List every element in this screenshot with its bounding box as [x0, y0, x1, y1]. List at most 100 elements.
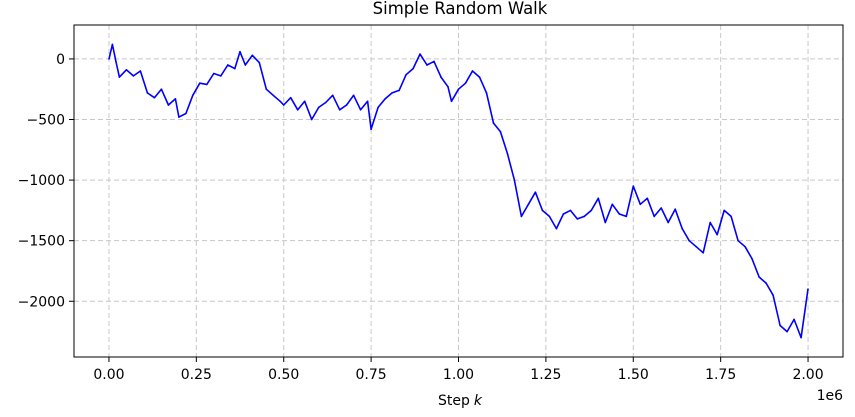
y-tick-label: 0 — [56, 52, 65, 68]
x-tick-label: 1.50 — [618, 367, 649, 383]
random-walk-point — [667, 221, 669, 224]
random-walk-point — [296, 109, 299, 111]
random-walk-point — [125, 69, 128, 71]
random-walk-point — [772, 294, 774, 297]
x-axis-offset-text: 1e6 — [817, 388, 844, 404]
random-walk-point — [471, 70, 474, 72]
random-walk-point — [716, 233, 718, 236]
random-walk-point — [132, 75, 135, 77]
random-walk-point — [709, 221, 711, 224]
random-walk-point — [384, 98, 386, 100]
random-walk-point — [534, 191, 537, 193]
random-walk-point — [646, 197, 649, 200]
random-walk-point — [352, 94, 355, 97]
random-walk-point — [737, 239, 739, 242]
random-walk-point — [464, 82, 467, 84]
random-walk-point — [786, 330, 788, 333]
random-walk-point — [590, 209, 593, 212]
random-walk-point — [279, 100, 282, 103]
random-walk-point — [185, 112, 187, 115]
y-axis-ticks: 0 −500 −1000 −1500 −2000 — [18, 52, 74, 310]
random-walk-point — [562, 213, 565, 215]
random-walk-point — [239, 50, 241, 53]
random-walk-point — [234, 67, 236, 70]
random-walk-point — [513, 179, 516, 181]
random-walk-point — [178, 116, 180, 118]
random-walk-point — [324, 101, 327, 104]
random-walk-point — [213, 72, 215, 75]
random-walk-point — [632, 185, 635, 187]
random-walk-point — [681, 227, 683, 230]
random-walk-point — [426, 64, 428, 66]
random-walk-point — [419, 53, 421, 55]
random-walk-point — [258, 61, 261, 64]
random-walk-point — [478, 76, 481, 78]
random-walk-point — [800, 336, 802, 339]
x-tick-label: 0.25 — [181, 367, 212, 383]
random-walk-point — [730, 215, 732, 218]
random-walk-point — [506, 152, 509, 155]
random-walk-point — [433, 60, 435, 63]
random-walk-point — [115, 60, 117, 63]
x-axis-label-text: Step — [438, 393, 470, 409]
y-tick-label: −1500 — [18, 234, 65, 250]
x-tick-label: 0.75 — [356, 367, 387, 383]
random-walk-point — [317, 106, 320, 109]
chart-title: Simple Random Walk — [373, 0, 548, 18]
random-walk-point — [618, 213, 621, 215]
x-tick-label: 0.50 — [268, 367, 299, 383]
x-axis-ticks: 0.00 0.25 0.50 0.75 1.00 1.25 1.50 1.75 2.00 — [93, 357, 824, 383]
x-tick-label: 1.75 — [705, 367, 736, 383]
y-tick-label: −2000 — [18, 294, 65, 310]
random-walk-point — [447, 86, 449, 88]
random-walk-point — [167, 104, 170, 106]
random-walk-point — [604, 221, 607, 224]
random-walk-point — [450, 100, 453, 103]
random-walk-point — [611, 203, 614, 206]
random-walk-point — [639, 203, 642, 206]
random-walk-point — [359, 109, 362, 111]
random-walk-point — [660, 207, 662, 209]
random-walk-point — [555, 227, 558, 230]
random-walk-point — [751, 258, 753, 260]
random-walk-point — [702, 252, 704, 254]
random-walk-point — [289, 96, 292, 99]
x-tick-label: 2.00 — [792, 367, 823, 383]
random-walk-point — [793, 318, 795, 321]
random-walk-point — [499, 130, 502, 133]
random-walk-point — [265, 88, 268, 90]
random-walk-point — [527, 203, 530, 206]
random-walk-point — [674, 208, 676, 210]
x-axis-label-variable: k — [474, 393, 483, 409]
random-walk-point — [485, 92, 488, 94]
random-walk-point — [391, 92, 393, 94]
random-walk-point — [174, 98, 177, 100]
random-walk-point — [199, 82, 201, 84]
random-walk-point — [160, 88, 163, 90]
random-walk-point — [153, 96, 156, 99]
random-walk-point — [744, 245, 746, 248]
random-walk-point — [111, 43, 114, 46]
x-tick-label: 1.25 — [530, 367, 561, 383]
random-walk-point — [108, 58, 110, 60]
random-walk-point — [758, 276, 760, 278]
random-walk-point — [282, 104, 285, 106]
random-walk-point — [338, 109, 341, 111]
y-tick-label: −1000 — [18, 173, 65, 189]
x-tick-label: 0.00 — [93, 367, 124, 383]
random-walk-point — [688, 239, 690, 242]
series-layer — [108, 43, 809, 339]
random-walk-point — [457, 88, 460, 90]
x-tick-label: 1.00 — [443, 367, 474, 383]
random-walk-point — [779, 324, 781, 327]
random-walk-point — [227, 64, 229, 66]
random-walk-point — [569, 209, 572, 212]
random-walk-point — [807, 288, 809, 290]
random-walk-point — [310, 118, 313, 121]
random-walk-point — [244, 64, 247, 66]
random-walk-point — [139, 70, 142, 72]
random-walk-point — [366, 100, 369, 103]
random-walk-point — [597, 197, 600, 200]
random-walk-point — [520, 215, 523, 218]
